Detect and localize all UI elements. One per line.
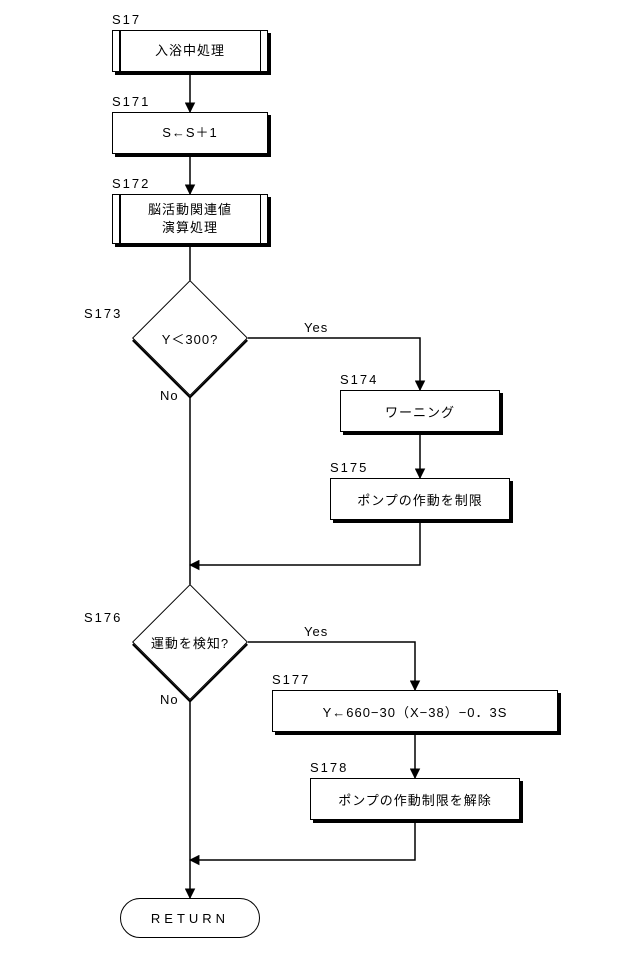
node-s177: Y←660−30（X−38）−0．3S (272, 690, 558, 732)
step-label-s174: S174 (340, 372, 378, 387)
node-s171: S←S＋1 (112, 112, 268, 154)
edge-s176-yes: Yes (304, 624, 328, 639)
node-s178-label: ポンプの作動制限を解除 (338, 790, 492, 809)
step-label-s175: S175 (330, 460, 368, 475)
step-label-s176: S176 (84, 610, 122, 625)
step-label-s177: S177 (272, 672, 310, 687)
node-s173: Y＜300? (132, 296, 248, 380)
node-return-label: RETURN (151, 911, 229, 926)
node-s171-label: S←S＋1 (162, 124, 218, 142)
edge-s173-yes: Yes (304, 320, 328, 335)
node-s177-label: Y←660−30（X−38）−0．3S (323, 702, 508, 721)
edge-s176-no: No (160, 692, 179, 707)
flowchart-canvas: S17 入浴中処理 S171 S←S＋1 S172 脳活動関連値 演算処理 S1… (0, 0, 640, 964)
step-label-s172: S172 (112, 176, 150, 191)
step-label-s17: S17 (112, 12, 141, 27)
step-label-s173: S173 (84, 306, 122, 321)
node-s174-label: ワーニング (385, 402, 455, 421)
node-s17-label: 入浴中処理 (155, 42, 225, 60)
node-s173-label: Y＜300? (132, 296, 248, 380)
node-s176: 運動を検知? (132, 600, 248, 684)
node-s174: ワーニング (340, 390, 500, 432)
node-s176-label: 運動を検知? (132, 600, 248, 684)
step-label-s178: S178 (310, 760, 348, 775)
node-s175: ポンプの作動を制限 (330, 478, 510, 520)
step-label-s171: S171 (112, 94, 150, 109)
edge-s173-no: No (160, 388, 179, 403)
node-s172-label: 脳活動関連値 演算処理 (148, 201, 232, 236)
node-s17: 入浴中処理 (112, 30, 268, 72)
node-return: RETURN (120, 898, 260, 938)
node-s175-label: ポンプの作動を制限 (357, 490, 483, 509)
node-s172: 脳活動関連値 演算処理 (112, 194, 268, 244)
node-s178: ポンプの作動制限を解除 (310, 778, 520, 820)
